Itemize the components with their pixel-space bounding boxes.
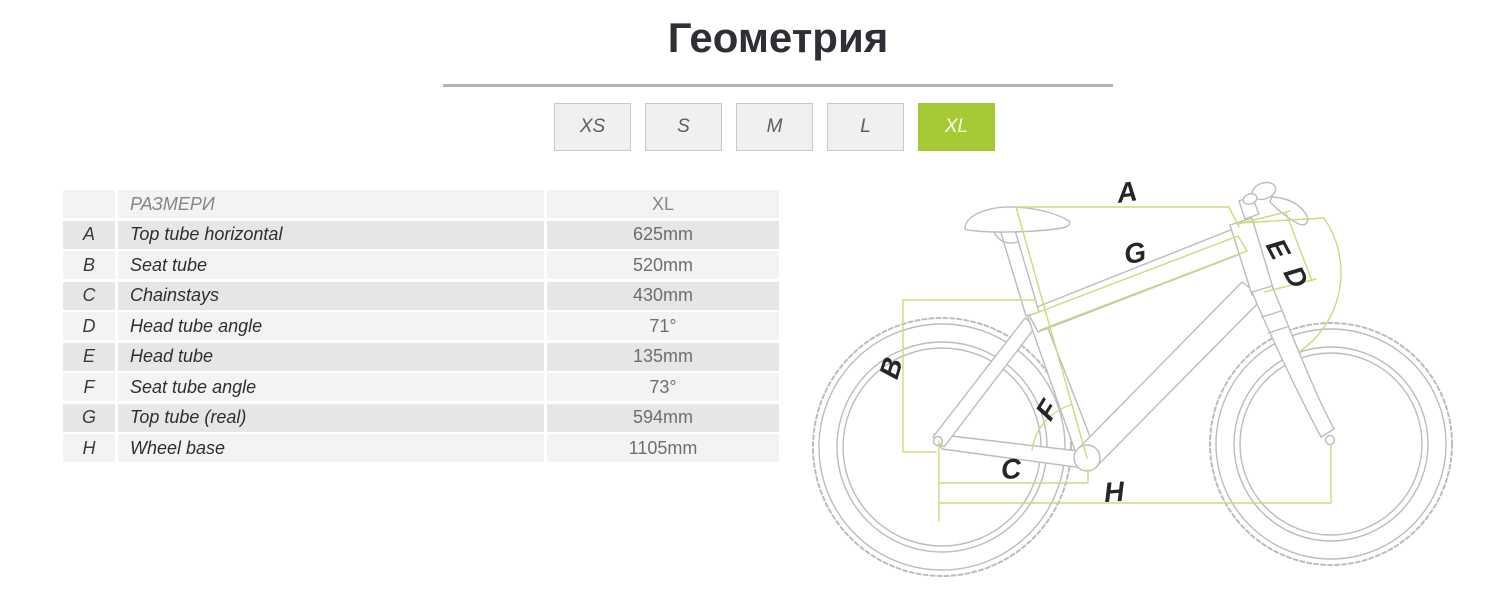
row-e-letter: E <box>63 342 115 371</box>
seatstay <box>932 317 1037 448</box>
row-b-value: 520mm <box>547 251 779 279</box>
bike-drawing <box>812 181 1453 577</box>
fork-crown-line <box>1261 310 1282 318</box>
geometry-table: РАЗМЕРИ XL A Top tube horizontal 625mm B… <box>63 190 779 462</box>
saddle-rails <box>993 231 1018 244</box>
size-tab-xs[interactable]: XS <box>554 103 631 151</box>
size-tab-group: XS S M L XL <box>554 103 995 151</box>
row-f-value: 73° <box>547 373 779 401</box>
measure-d-arc <box>1239 217 1342 353</box>
row-b-letter: B <box>63 251 115 279</box>
diagram-label-c: C <box>1000 453 1024 486</box>
row-e-value: 135mm <box>547 342 779 371</box>
row-d-name: Head tube angle <box>118 312 544 340</box>
saddle <box>964 206 1071 233</box>
row-a-value: 625mm <box>547 220 779 249</box>
measure-seat-axis-line <box>1015 206 1088 459</box>
row-d-letter: D <box>63 312 115 340</box>
row-f-name: Seat tube angle <box>118 373 544 401</box>
diagram-label-d: D <box>1278 261 1315 293</box>
row-h-letter: H <box>63 434 115 462</box>
measure-b-bracket <box>902 299 1037 453</box>
row-c-value: 430mm <box>547 281 779 310</box>
fork <box>1251 285 1335 438</box>
bike-geometry-diagram: A G E D B F C H <box>812 175 1453 577</box>
row-g-letter: G <box>63 403 115 432</box>
header-letter-cell <box>63 190 115 218</box>
page-title: Геометрия <box>667 14 889 61</box>
row-c-name: Chainstays <box>118 281 544 310</box>
down-tube <box>1078 281 1264 466</box>
row-g-name: Top tube (real) <box>118 403 544 432</box>
row-h-value: 1105mm <box>547 434 779 462</box>
diagram-label-a: A <box>1114 175 1139 209</box>
measure-c-line <box>938 440 1089 522</box>
measure-a-line <box>1015 206 1240 228</box>
size-tab-s[interactable]: S <box>645 103 722 151</box>
row-e-name: Head tube <box>118 342 544 371</box>
header-name-label: РАЗМЕРИ <box>118 190 544 218</box>
row-g-value: 594mm <box>547 403 779 432</box>
frame <box>932 181 1336 472</box>
row-c-letter: C <box>63 281 115 310</box>
size-tab-l[interactable]: L <box>827 103 904 151</box>
size-tab-xl[interactable]: XL <box>918 103 995 151</box>
diagram-label-g: G <box>1122 236 1149 270</box>
row-d-value: 71° <box>547 312 779 340</box>
measurement-lines <box>902 206 1342 522</box>
row-b-name: Seat tube <box>118 251 544 279</box>
measure-f-arc <box>1031 404 1072 451</box>
measure-h-line <box>938 444 1332 504</box>
front-dropout <box>1324 434 1336 446</box>
measure-e-band <box>1237 210 1317 293</box>
measure-g-band <box>1030 235 1248 331</box>
row-f-letter: F <box>63 373 115 401</box>
front-wheel <box>1209 322 1453 566</box>
row-h-name: Wheel base <box>118 434 544 462</box>
fork-crown-line-2 <box>1267 326 1288 334</box>
diagram-label-h: H <box>1103 476 1126 508</box>
title-divider <box>443 84 1113 87</box>
header-size-label: XL <box>547 190 779 218</box>
rear-dropout <box>932 435 944 447</box>
row-a-letter: A <box>63 220 115 249</box>
row-a-name: Top tube horizontal <box>118 220 544 249</box>
size-tab-m[interactable]: M <box>736 103 813 151</box>
handlebar-clamp <box>1242 193 1258 205</box>
